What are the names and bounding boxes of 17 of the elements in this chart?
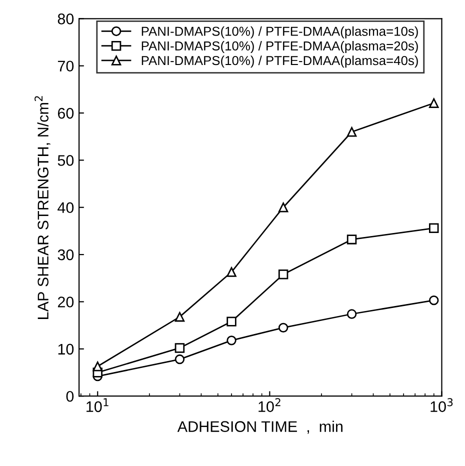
x-tick-label: 10$^{1}$ (86, 398, 108, 412)
legend-label: PANI-DMAPS(10%) / PTFE-DMAA(plasma=20s) (142, 41, 418, 54)
y-tick-label: 80 (58, 14, 74, 24)
y-tick-label: 0 (66, 390, 74, 402)
y-tick-label: 10 (58, 344, 74, 355)
legend-label: PANI-DMAPS(10%) / PTFE-DMAA(plasma=10s) (142, 26, 418, 38)
y-tick-label: 20 (58, 296, 74, 308)
y-tick-label: 30 (58, 249, 74, 260)
legend-label: PANI-DMAPS(10%) / PTFE-DMAA(plamsa=40s) (142, 56, 418, 68)
x-tick-label: 10$^{2}$ (258, 398, 280, 412)
x-tick-label: 10$^{3}$ (430, 398, 453, 412)
y-tick-label: 40 (58, 202, 74, 214)
y-tick-label: 60 (58, 108, 74, 119)
x-axis-title: ADHESION TIME , min (177, 420, 342, 434)
y-axis-title: LAP SHEAR STRENGTH, N/cm$^{2}$ (34, 96, 50, 319)
y-tick-label: 50 (58, 155, 74, 166)
y-tick-label: 70 (58, 60, 74, 72)
